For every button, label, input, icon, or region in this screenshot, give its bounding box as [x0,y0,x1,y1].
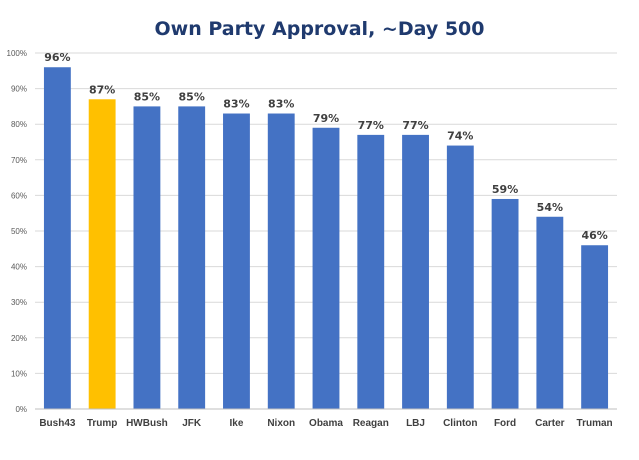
x-tick-label-hwbush: HWBush [126,418,168,429]
bar-truman [581,245,609,409]
x-tick-label-obama: Obama [309,418,343,429]
x-tick-label-lbj: LBJ [406,418,425,429]
y-tick-label: 10% [11,369,27,378]
data-label-jfk: 85% [179,90,205,103]
data-label-lbj: 77% [402,119,428,132]
x-tick-label-reagan: Reagan [353,418,389,429]
data-label-clinton: 74% [447,130,473,143]
data-label-truman: 46% [581,229,607,242]
bar-clinton [446,145,474,409]
bar-nixon [267,113,295,410]
y-tick-label: 20% [11,334,27,343]
x-tick-label-jfk: JFK [182,418,202,429]
bar-ike [223,113,250,410]
bar-ford [491,198,519,409]
bars [43,67,609,410]
chart-title: Own Party Approval, ~Day 500 [154,18,485,40]
y-tick-label: 40% [11,263,27,272]
x-axis-ticks: Bush43 Trump HWBush JFK Ike Nixon Obama Reagan L… [39,418,612,429]
data-label-obama: 79% [313,112,339,125]
y-tick-label: 60% [11,191,27,200]
x-tick-label-clinton: Clinton [443,418,477,429]
bar-trump [88,99,116,409]
y-tick-label: 80% [11,120,27,129]
bar-hwbush [133,106,161,410]
data-label-nixon: 83% [268,98,294,111]
data-labels: 96% 87% 85% 85% 83% 83% 79% 77% 77% 74% 59% 54% 46% [44,51,608,242]
x-tick-label-nixon: Nixon [267,418,295,429]
bar-bush43 [43,67,71,410]
y-axis-ticks: 0% 10% 20% 30% 40% 50% 60% 70% 80% 90% 100% [7,49,27,414]
x-tick-label-bush43: Bush43 [39,418,76,429]
x-tick-label-carter: Carter [535,418,565,429]
data-label-hwbush: 85% [134,90,160,103]
bar-obama [312,127,340,409]
data-label-carter: 54% [537,201,563,214]
y-tick-label: 30% [11,298,27,307]
data-label-trump: 87% [89,83,115,96]
bar-reagan [357,134,385,409]
y-tick-label: 90% [11,85,27,94]
y-tick-label: 50% [11,227,27,236]
data-label-bush43: 96% [44,51,70,64]
bar-lbj [402,134,429,409]
y-tick-label: 100% [7,49,27,58]
bar-carter [536,216,564,409]
x-tick-label-trump: Trump [87,418,118,429]
data-label-ford: 59% [492,183,518,196]
x-tick-label-ike: Ike [230,418,244,429]
y-tick-label: 0% [15,405,27,414]
x-tick-label-truman: Truman [577,418,613,429]
x-tick-label-ford: Ford [494,418,516,429]
bar-jfk [178,106,206,410]
data-label-reagan: 77% [358,119,384,132]
y-tick-label: 70% [11,156,27,165]
data-label-ike: 83% [223,98,249,111]
